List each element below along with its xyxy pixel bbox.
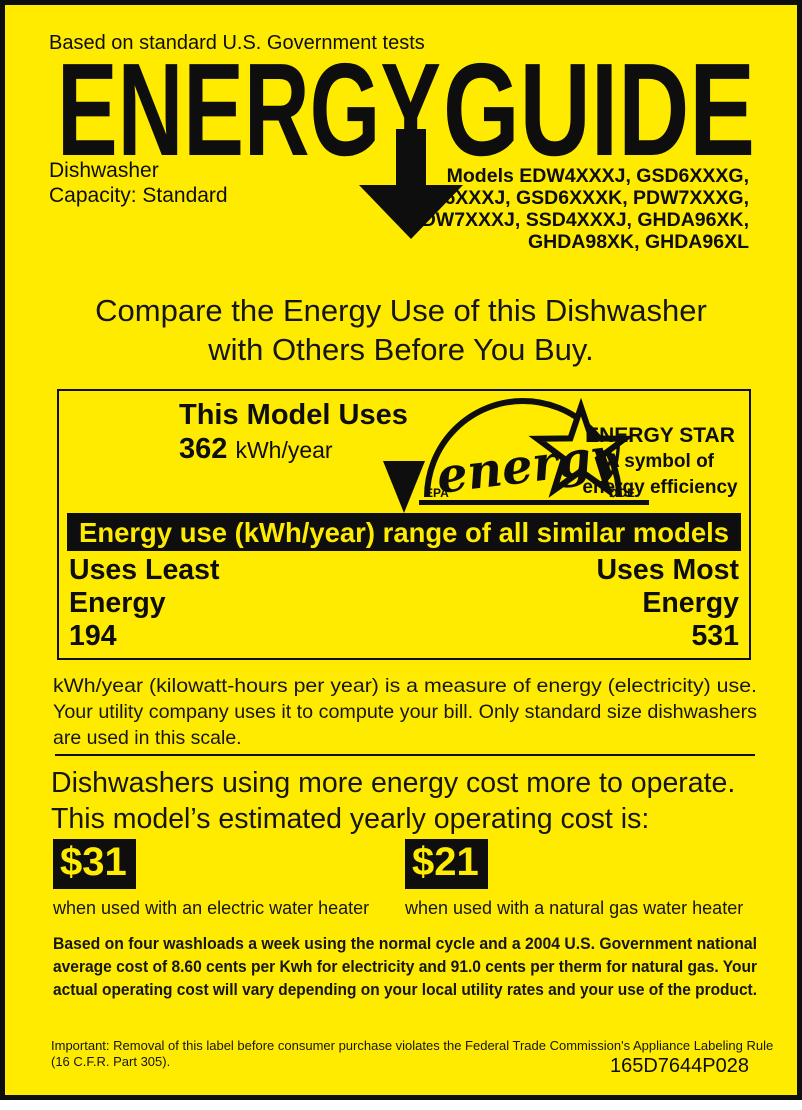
annual-usage-value: 362: [179, 433, 228, 465]
range-bar-svg: Energy use (kWh/year) range of all simil…: [79, 517, 729, 548]
annual-usage-value-row: 362 kWh/year: [179, 433, 333, 466]
model-numbers-line: GSD6XXXJ, GSD6XXXK, PDW7XXXG,: [402, 187, 749, 209]
model-position-pointer-icon: [383, 461, 425, 513]
energy-star-baseline: [419, 500, 649, 505]
basis-note-line1: Based on four washloads a week using the…: [53, 934, 757, 953]
electric-cost-badge: $31: [53, 839, 136, 889]
energyguide-logo: ENERGY GUIDE: [57, 59, 755, 239]
appliance-capacity: Capacity: Standard: [49, 184, 228, 207]
energy-star-subtitle2: energy efficiency: [582, 477, 738, 498]
cost-basis-note: Based on four washloads a week using the…: [53, 934, 757, 999]
kwh-note-line1: kWh/year (kilowatt-hours per year) is a …: [53, 675, 757, 697]
gas-cost-caption: when used with a natural gas water heate…: [405, 898, 744, 918]
electric-cost-caption: when used with an electric water heater: [53, 898, 370, 918]
uses-most-label2: Energy: [642, 587, 739, 619]
logo-text-guide: GUIDE: [443, 59, 755, 183]
model-numbers: Models EDW4XXXJ, GSD6XXXG, GSD6XXXJ, GSD…: [402, 165, 749, 253]
uses-most-label1: Uses Most: [596, 554, 739, 586]
energy-usage-box: This Model Uses 362 kWh/year EPA DOE ene…: [57, 389, 751, 660]
kwh-note-line2: Your utility company uses it to compute …: [53, 701, 757, 723]
range-bar: Energy use (kWh/year) range of all simil…: [67, 513, 741, 551]
energy-star-logo: EPA DOE energy: [419, 397, 649, 505]
appliance-type: Dishwasher: [49, 159, 159, 182]
compare-heading-line1: Compare the Energy Use of this Dishwashe…: [95, 293, 707, 328]
down-arrow-icon: [359, 129, 463, 239]
model-numbers-line: GHDA98XK, GHDA96XL: [527, 231, 749, 253]
ftc-fine-print: Important: Removal of this label before …: [51, 1038, 773, 1070]
kwh-explanation-note: kWh/year (kilowatt-hours per year) is a …: [53, 675, 757, 749]
operating-cost-heading-line1: Dishwashers using more energy cost more …: [51, 767, 736, 799]
this-model-uses-label: This Model Uses: [179, 399, 408, 431]
model-numbers-line: Models EDW4XXXJ, GSD6XXXG,: [446, 165, 749, 187]
operating-cost-heading-line2: This model’s estimated yearly operating …: [51, 803, 650, 835]
doe-label: DOE: [609, 486, 635, 500]
appliance-meta: Dishwasher Capacity: Standard: [49, 158, 228, 208]
energy-star-text-block: ENERGY STAR A symbol of energy efficienc…: [575, 423, 745, 501]
energy-star-title: ENERGY STAR: [585, 424, 735, 447]
energy-star-star-icon: [528, 397, 634, 498]
compare-heading-line2: with Others Before You Buy.: [208, 332, 594, 367]
section-divider: [55, 754, 755, 756]
logo-text-energy: ENERGY: [57, 59, 441, 183]
label-part-number: 165D7644P028: [609, 1055, 749, 1077]
uses-least-value: 194: [69, 620, 117, 652]
compare-heading: Compare the Energy Use of this Dishwashe…: [5, 291, 797, 369]
kwh-note-line3: are used in this scale.: [53, 727, 242, 749]
ftc-fine-print-line2: (16 C.F.R. Part 305).: [51, 1054, 171, 1069]
uses-least-label2: Energy: [69, 587, 166, 619]
uses-most-value: 531: [691, 620, 739, 652]
annual-usage-unit: kWh/year: [235, 437, 333, 463]
gas-cost-badge: $21: [405, 839, 488, 889]
energy-star-subtitle1: A symbol of: [605, 451, 715, 472]
uses-most-block: Uses Most Energy 531: [596, 554, 739, 653]
basis-note-line3: actual operating cost will vary dependin…: [53, 980, 757, 999]
top-note: Based on standard U.S. Government tests: [49, 32, 425, 54]
ftc-fine-print-line1: Important: Removal of this label before …: [51, 1038, 774, 1053]
range-bar-label: Energy use (kWh/year) range of all simil…: [79, 517, 729, 548]
basis-note-line2: average cost of 8.60 cents per Kwh for e…: [53, 957, 757, 976]
epa-label: EPA: [425, 486, 449, 500]
uses-least-label1: Uses Least: [69, 554, 220, 586]
model-numbers-line: PDW7XXXJ, SSD4XXXJ, GHDA96XK,: [408, 209, 749, 231]
uses-least-block: Uses Least Energy 194: [69, 554, 220, 653]
operating-cost-heading: Dishwashers using more energy cost more …: [51, 765, 735, 837]
